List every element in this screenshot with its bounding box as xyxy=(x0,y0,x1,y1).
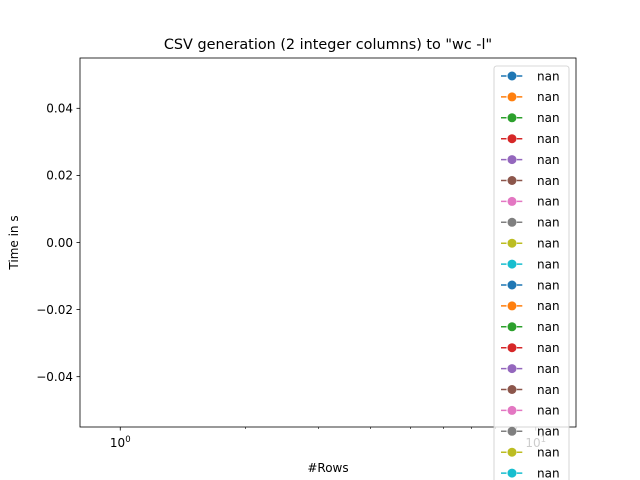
legend-label: nan xyxy=(537,383,560,397)
legend-item: nan xyxy=(501,195,560,209)
legend-item: nan xyxy=(501,320,560,334)
legend-item: nan xyxy=(501,299,560,313)
legend-label: nan xyxy=(537,216,560,230)
y-tick-label: 0.04 xyxy=(46,102,73,116)
legend-item: nan xyxy=(501,111,560,125)
legend-label: nan xyxy=(537,111,560,125)
x-axis-label: #Rows xyxy=(307,461,348,475)
legend-label: nan xyxy=(537,446,560,460)
legend-label: nan xyxy=(537,278,560,292)
legend-item: nan xyxy=(501,132,560,146)
x-tick-label: 100 xyxy=(110,435,131,450)
legend-item: nan xyxy=(501,237,560,251)
legend-marker xyxy=(507,196,517,206)
legend-label: nan xyxy=(537,153,560,167)
y-tick-label: 0.00 xyxy=(46,236,73,250)
legend-marker xyxy=(507,176,517,185)
legend-item: nan xyxy=(501,216,560,230)
legend-marker xyxy=(507,405,517,415)
legend-label: nan xyxy=(537,404,560,418)
chart-title: CSV generation (2 integer columns) to "w… xyxy=(164,37,492,53)
legend-label: nan xyxy=(537,257,560,271)
legend-item: nan xyxy=(501,446,560,460)
legend-box xyxy=(493,65,570,480)
y-axis-label: Time in s xyxy=(7,215,21,270)
legend-label: nan xyxy=(537,425,560,439)
legend-marker xyxy=(507,385,517,394)
legend-label: nan xyxy=(537,341,560,355)
legend-label: nan xyxy=(537,320,560,334)
legend-item: nan xyxy=(501,466,560,480)
legend-marker xyxy=(507,134,517,144)
legend-marker xyxy=(507,343,517,353)
legend-item: nan xyxy=(501,425,560,439)
legend-marker xyxy=(507,447,517,457)
y-axis: 0.04 0.02 0.00 −0.02 −0.04 xyxy=(36,102,80,384)
legend-marker xyxy=(507,426,517,436)
legend-item: nan xyxy=(501,257,560,271)
y-tick-label: −0.02 xyxy=(36,303,73,317)
legend-marker xyxy=(507,301,517,311)
legend-label: nan xyxy=(537,195,560,209)
legend-label: nan xyxy=(537,362,560,376)
legend-item: nan xyxy=(501,69,560,83)
legend-marker xyxy=(507,468,517,478)
legend-marker xyxy=(507,155,517,165)
legend-item: nan xyxy=(501,174,560,188)
legend-marker xyxy=(507,364,517,374)
legend-marker xyxy=(507,71,517,81)
legend-item: nan xyxy=(501,362,560,376)
legend-label: nan xyxy=(537,466,560,480)
plot-frame xyxy=(79,57,577,428)
legend-marker xyxy=(507,238,517,248)
legend-marker xyxy=(507,217,517,227)
legend-item: nan xyxy=(501,341,560,355)
plot-area xyxy=(80,58,576,427)
y-tick-label: 0.02 xyxy=(46,169,73,183)
legend-item: nan xyxy=(501,383,560,397)
legend-label: nan xyxy=(537,132,560,146)
legend-item: nan xyxy=(501,90,560,104)
legend: nan nan nan nan nan nan nan nan nan nan nan nan nan n… xyxy=(493,65,570,480)
legend-marker xyxy=(507,92,517,102)
legend-label: nan xyxy=(537,90,560,104)
legend-label: nan xyxy=(537,237,560,251)
legend-label: nan xyxy=(537,299,560,313)
legend-item: nan xyxy=(501,278,560,292)
legend-label: nan xyxy=(537,69,560,83)
y-tick-label: −0.04 xyxy=(36,370,73,384)
legend-marker xyxy=(507,322,517,332)
legend-item: nan xyxy=(501,153,560,167)
legend-marker xyxy=(507,280,517,290)
legend-item: nan xyxy=(501,404,560,418)
legend-label: nan xyxy=(537,174,560,188)
legend-marker xyxy=(507,113,517,123)
legend-marker xyxy=(507,259,517,269)
